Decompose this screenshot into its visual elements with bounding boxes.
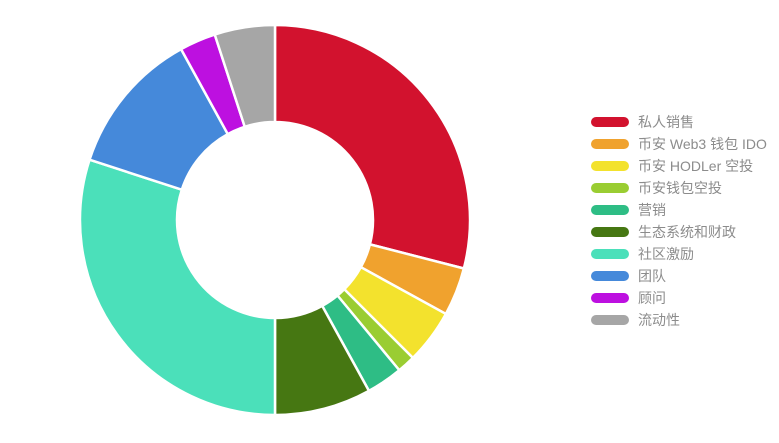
legend-label: 生态系统和财政 — [638, 224, 736, 240]
legend-swatch — [591, 271, 629, 281]
legend-swatch — [591, 117, 629, 127]
legend-item-9[interactable]: 流动性 — [591, 309, 767, 331]
legend-label: 流动性 — [638, 312, 680, 328]
legend-item-6[interactable]: 社区激励 — [591, 243, 767, 265]
legend-label: 团队 — [638, 268, 666, 284]
legend: 私人销售币安 Web3 钱包 IDO 币安 HODLer 空投 币安钱包空投 营销生态… — [591, 111, 767, 331]
legend-swatch — [591, 139, 629, 149]
legend-label: 币安 Web3 钱包 IDO — [638, 136, 767, 152]
legend-item-1[interactable]: 币安 Web3 钱包 IDO — [591, 133, 767, 155]
legend-item-2[interactable]: 币安 HODLer 空投 — [591, 155, 767, 177]
legend-label: 币安 HODLer 空投 — [638, 158, 754, 174]
legend-label: 币安钱包空投 — [638, 180, 722, 196]
legend-label: 私人销售 — [638, 114, 694, 130]
legend-item-4[interactable]: 营销 — [591, 199, 767, 221]
legend-item-7[interactable]: 团队 — [591, 265, 767, 287]
legend-swatch — [591, 293, 629, 303]
pie-slice-9[interactable] — [213, 23, 277, 129]
legend-swatch — [591, 205, 629, 215]
legend-swatch — [591, 227, 629, 237]
legend-item-3[interactable]: 币安钱包空投 — [591, 177, 767, 199]
pie-slice-6[interactable] — [78, 158, 277, 417]
legend-swatch — [591, 183, 629, 193]
legend-item-0[interactable]: 私人销售 — [591, 111, 767, 133]
legend-swatch — [591, 315, 629, 325]
legend-label: 营销 — [638, 202, 666, 218]
legend-label: 顾问 — [638, 290, 666, 306]
legend-item-5[interactable]: 生态系统和财政 — [591, 221, 767, 243]
pie-slice-0[interactable] — [273, 23, 472, 270]
legend-swatch — [591, 249, 629, 259]
legend-label: 社区激励 — [638, 246, 694, 262]
legend-item-8[interactable]: 顾问 — [591, 287, 767, 309]
legend-swatch — [591, 161, 629, 171]
